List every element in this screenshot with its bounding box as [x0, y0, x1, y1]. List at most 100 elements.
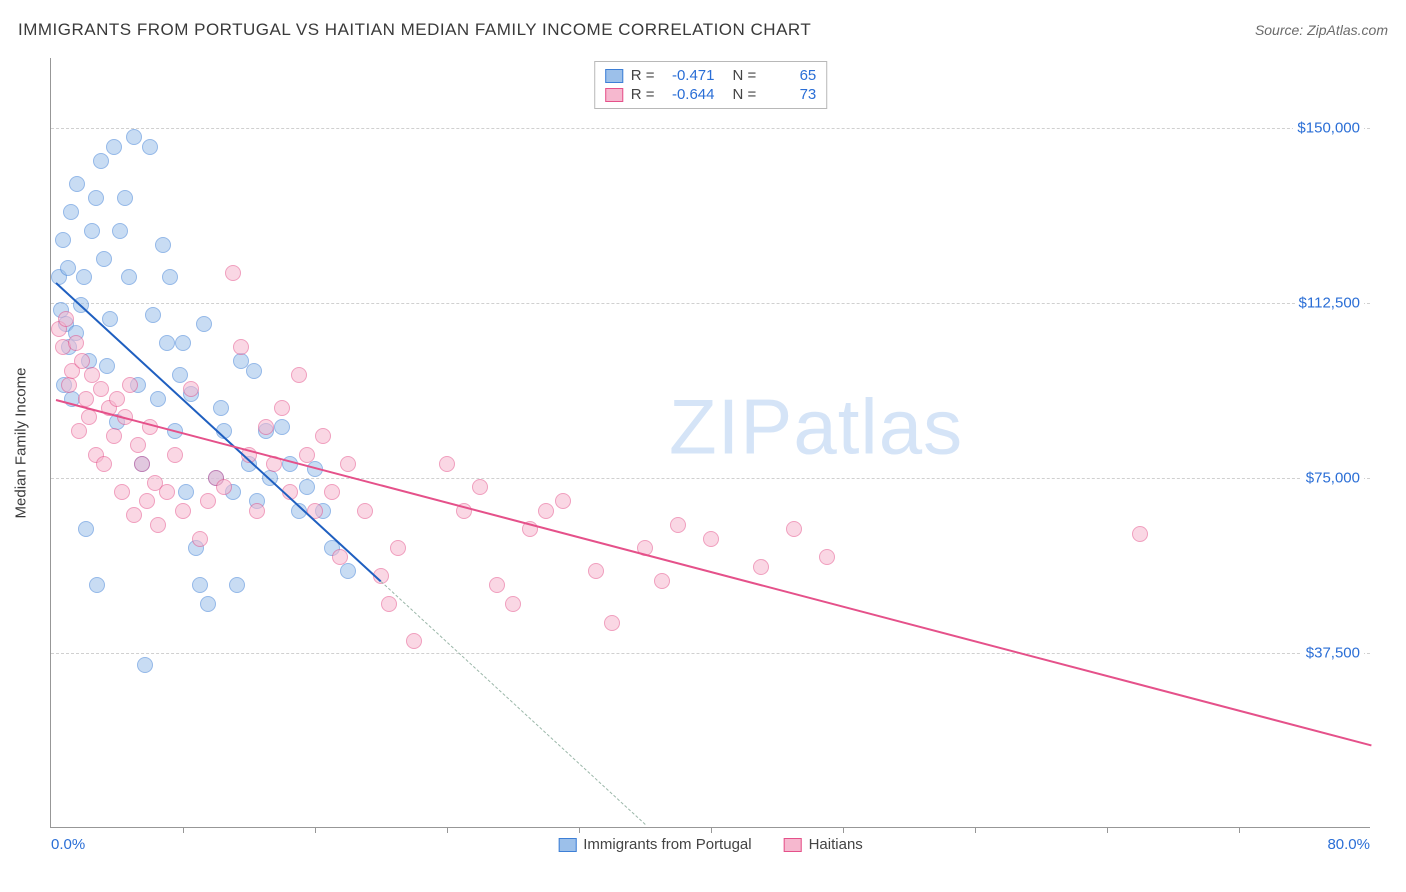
data-point — [63, 204, 79, 220]
data-point — [96, 456, 112, 472]
legend-r-label: R = — [631, 86, 655, 103]
data-point — [183, 381, 199, 397]
data-point — [93, 153, 109, 169]
data-point — [225, 265, 241, 281]
data-point — [162, 269, 178, 285]
gridline — [51, 303, 1370, 304]
x-tick — [315, 827, 316, 833]
x-tick — [183, 827, 184, 833]
data-point — [89, 577, 105, 593]
swatch-icon — [605, 88, 623, 102]
data-point — [192, 531, 208, 547]
data-point — [155, 237, 171, 253]
data-point — [81, 409, 97, 425]
x-tick — [711, 827, 712, 833]
legend-correlation-row: R = -0.471 N = 65 — [605, 66, 817, 85]
data-point — [134, 456, 150, 472]
data-point — [196, 316, 212, 332]
legend-n-value: 65 — [764, 67, 816, 84]
data-point — [69, 176, 85, 192]
data-point — [291, 367, 307, 383]
data-point — [114, 484, 130, 500]
data-point — [121, 269, 137, 285]
y-tick-label: $75,000 — [1302, 468, 1364, 489]
data-point — [439, 456, 455, 472]
legend-correlation-row: R =-0.644N =73 — [605, 85, 817, 104]
data-point — [130, 437, 146, 453]
x-tick — [1239, 827, 1240, 833]
data-point — [84, 223, 100, 239]
data-point — [172, 367, 188, 383]
data-point — [58, 311, 74, 327]
data-point — [670, 517, 686, 533]
data-point — [216, 479, 232, 495]
gridline — [51, 653, 1370, 654]
legend-r-value: -0.471 — [663, 67, 715, 84]
data-point — [71, 423, 87, 439]
data-point — [78, 391, 94, 407]
data-point — [538, 503, 554, 519]
data-point — [324, 484, 340, 500]
y-tick-label: $150,000 — [1293, 118, 1364, 139]
x-axis-max-label: 80.0% — [1327, 836, 1370, 853]
legend-r-value: -0.644 — [663, 86, 715, 103]
gridline — [51, 128, 1370, 129]
data-point — [233, 339, 249, 355]
data-point — [229, 577, 245, 593]
data-point — [106, 428, 122, 444]
data-point — [68, 335, 84, 351]
data-point — [159, 484, 175, 500]
swatch-icon — [558, 838, 576, 852]
data-point — [381, 596, 397, 612]
data-point — [192, 577, 208, 593]
data-point — [588, 563, 604, 579]
data-point — [93, 381, 109, 397]
trend-line — [55, 282, 381, 582]
legend-correlation: R =-0.471N =65R =-0.644N =73 — [594, 61, 828, 109]
data-point — [175, 335, 191, 351]
data-point — [406, 633, 422, 649]
chart-title: IMMIGRANTS FROM PORTUGAL VS HAITIAN MEDI… — [18, 20, 811, 40]
data-point — [145, 307, 161, 323]
data-point — [139, 493, 155, 509]
data-point — [1132, 526, 1148, 542]
watermark: ZIPatlas — [669, 382, 963, 473]
y-tick-label: $112,500 — [1295, 293, 1364, 314]
data-point — [150, 517, 166, 533]
legend-r-label: R = — [631, 67, 655, 84]
data-point — [390, 540, 406, 556]
data-point — [274, 400, 290, 416]
data-point — [112, 223, 128, 239]
data-point — [106, 139, 122, 155]
x-tick — [975, 827, 976, 833]
legend-n-label: N = — [733, 86, 757, 103]
data-point — [78, 521, 94, 537]
data-point — [167, 447, 183, 463]
data-point — [299, 447, 315, 463]
data-point — [654, 573, 670, 589]
data-point — [142, 139, 158, 155]
data-point — [200, 493, 216, 509]
data-point — [99, 358, 115, 374]
data-point — [76, 269, 92, 285]
data-point — [505, 596, 521, 612]
data-point — [200, 596, 216, 612]
data-point — [61, 377, 77, 393]
data-point — [332, 549, 348, 565]
data-point — [753, 559, 769, 575]
data-point — [74, 353, 90, 369]
data-point — [126, 129, 142, 145]
swatch-icon — [784, 838, 802, 852]
x-tick — [843, 827, 844, 833]
legend-series: Immigrants from PortugalHaitians — [558, 836, 863, 853]
data-point — [786, 521, 802, 537]
data-point — [55, 232, 71, 248]
swatch-icon — [605, 69, 623, 83]
legend-n-label: N = — [733, 67, 757, 84]
data-point — [299, 479, 315, 495]
x-tick — [579, 827, 580, 833]
x-axis-min-label: 0.0% — [51, 836, 85, 853]
data-point — [122, 377, 138, 393]
data-point — [340, 456, 356, 472]
data-point — [60, 260, 76, 276]
